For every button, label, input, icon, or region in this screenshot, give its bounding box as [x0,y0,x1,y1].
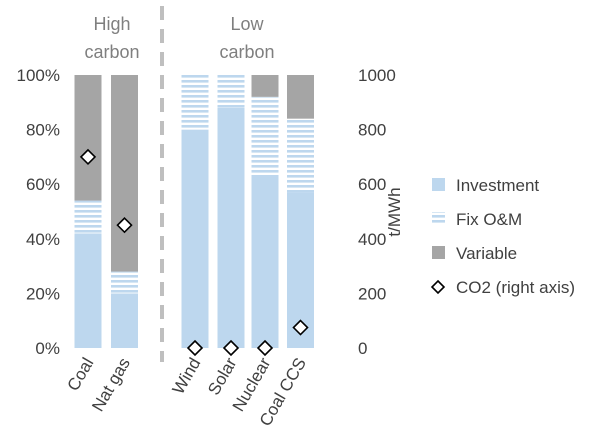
category-label: Wind [169,355,205,398]
co2-marker [292,319,309,336]
bar-segment [287,118,314,193]
legend-label: Investment [456,176,539,195]
bar-segment [251,96,279,177]
left-axis-tick-label: 100% [17,66,60,85]
legend-swatch-fix-om [432,212,445,225]
right-axis-title: t/MWh [385,187,404,236]
legend-swatch-variable [432,246,445,259]
legend-marker-co2 [430,279,446,295]
right-axis-tick-label: 600 [358,175,386,194]
co2-marker [79,148,97,166]
legend-label: Fix O&M [456,210,522,229]
right-axis-tick-label: 1000 [358,66,396,85]
co2-marker [256,339,274,357]
group-label: High [93,14,130,34]
bar-segment [217,107,245,348]
left-axis-tick-label: 0% [35,339,60,358]
plot-area: 0% 20% 40% 60% 80% 100% 0 200 400 600 800 1000 t/MWh… [17,6,575,429]
bar-segment [74,200,102,234]
co2-marker [222,339,240,357]
bar-segment [287,75,314,119]
bar-segment [111,271,138,294]
category-label: Solar [204,354,240,398]
left-axis-tick-label: 40% [26,230,60,249]
bar-segment [181,129,209,348]
bar-segment [111,293,138,348]
left-axis-tick-label: 80% [26,121,60,140]
group-label: carbon [84,42,139,62]
bar-segment [217,75,245,108]
right-axis-tick-label: 400 [358,230,386,249]
legend-swatch-investment [432,178,445,191]
bar-segment [251,75,279,97]
left-axis-tick-label: 60% [26,175,60,194]
group-label: carbon [219,42,274,62]
bar-segment [74,75,102,201]
co2-marker [116,217,133,234]
bar-segment [74,233,102,348]
bar-segment [181,75,209,130]
bar-segment [251,176,279,348]
legend-label: CO2 (right axis) [456,278,575,297]
group-label: Low [230,14,264,34]
co2-marker [186,339,204,357]
legend-label: Variable [456,244,517,263]
category-label: Coal [64,355,98,395]
right-axis-tick-label: 0 [358,339,367,358]
bar-segment [111,75,138,272]
right-axis-tick-label: 200 [358,284,386,303]
right-axis-tick-label: 800 [358,121,386,140]
left-axis-tick-label: 20% [26,284,60,303]
